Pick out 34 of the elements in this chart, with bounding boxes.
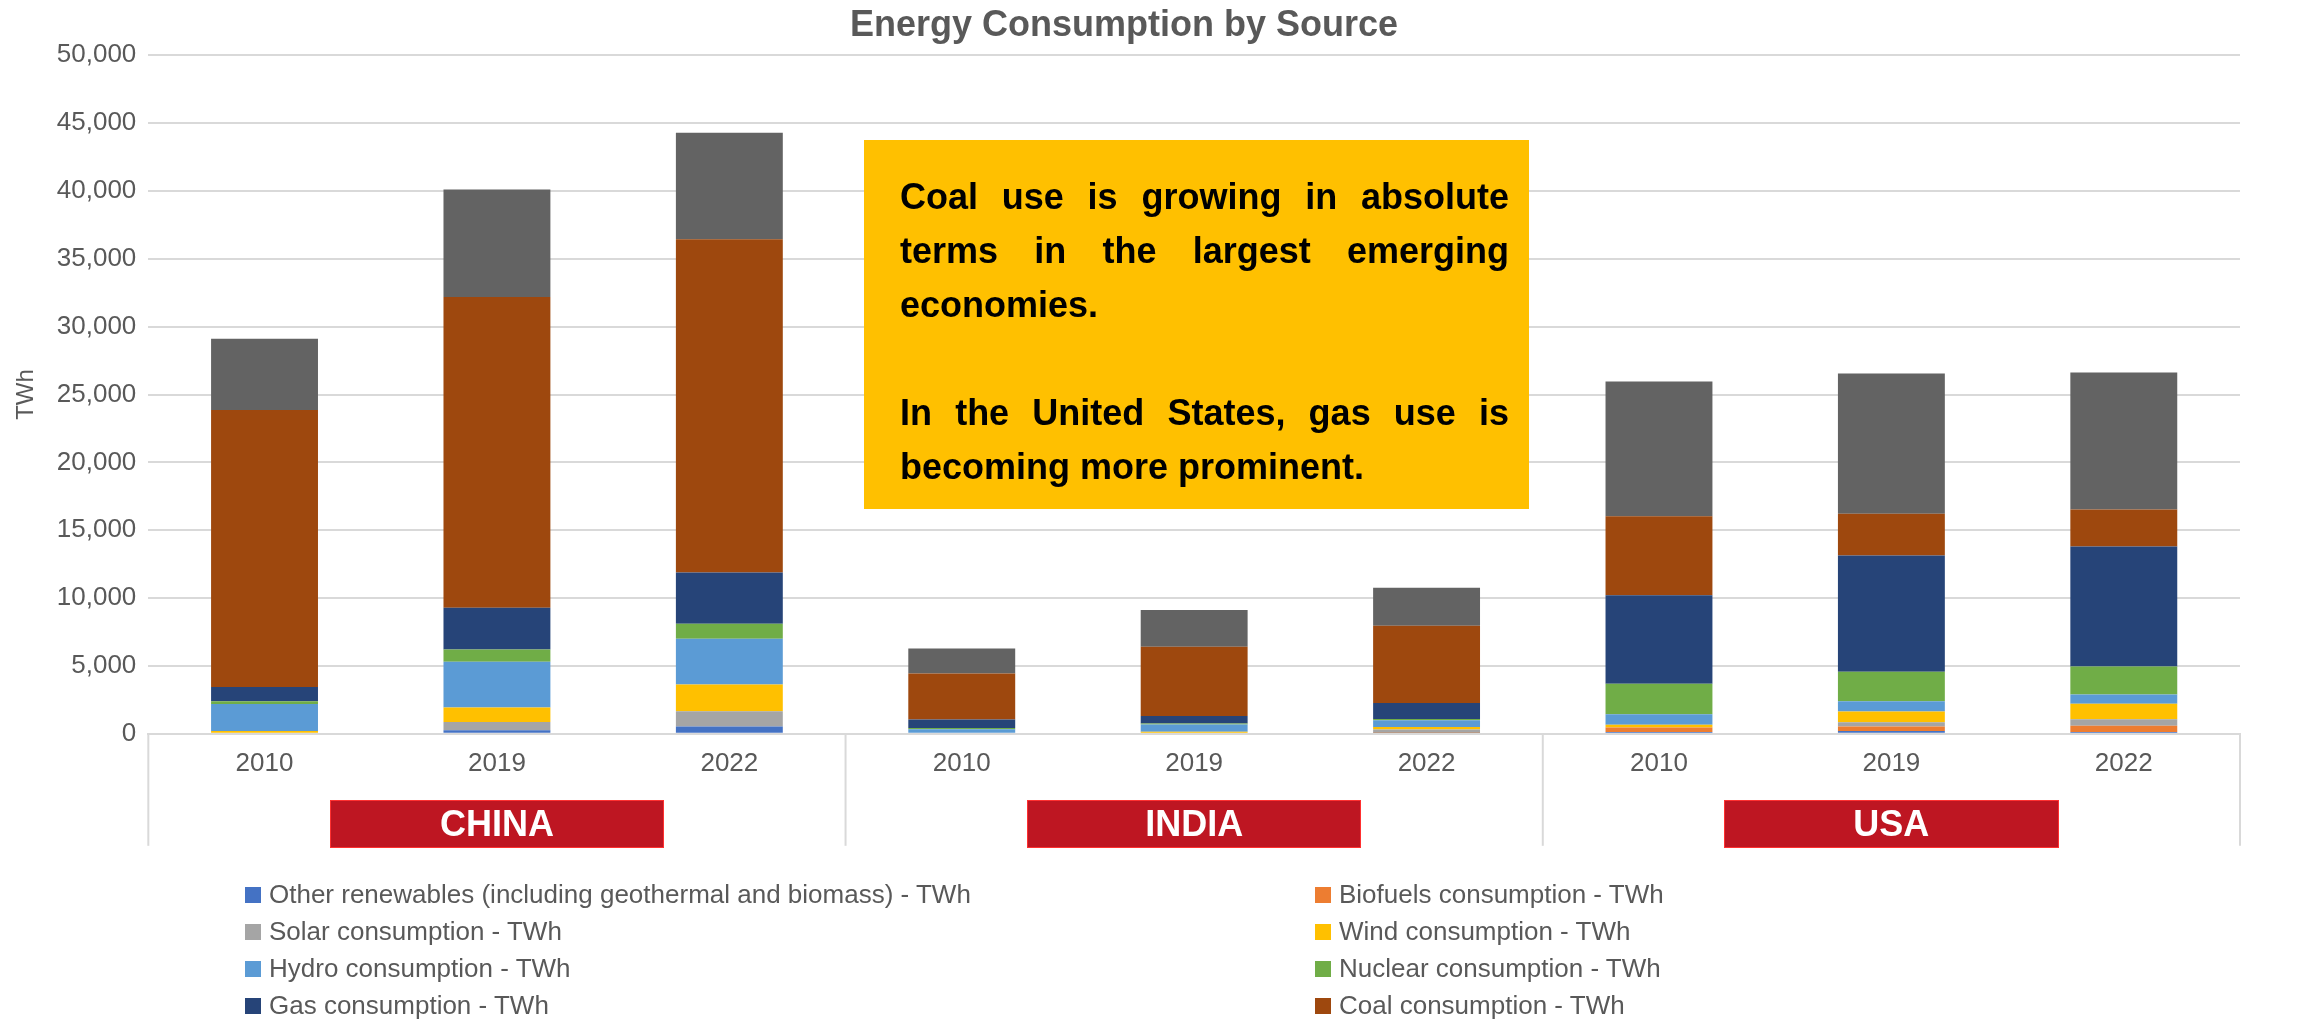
x-tick-label: 2022 — [2094, 746, 2153, 777]
legend-label: Wind consumption - TWh — [1339, 916, 1631, 947]
y-tick-label: 35,000 — [56, 241, 137, 272]
y-tick-label: 25,000 — [56, 377, 137, 408]
y-tick-label: 50,000 — [56, 38, 137, 69]
y-axis-title: TWh — [11, 369, 39, 420]
legend-label: Coal consumption - TWh — [1339, 990, 1625, 1021]
x-tick-label: 2019 — [468, 746, 526, 777]
text: INDIA — [1026, 799, 1362, 848]
legend-label: Biofuels consumption - TWh — [1339, 879, 1664, 910]
x-tick-label: 2022 — [700, 746, 759, 777]
legend-label: Other renewables (including geothermal and biomass) - TWh — [269, 879, 971, 910]
y-tick-label: 0 — [121, 716, 137, 747]
y-tick-label: 30,000 — [56, 309, 137, 340]
legend-label: Nuclear consumption - TWh — [1339, 953, 1661, 984]
x-tick-label: 2010 — [1630, 746, 1688, 777]
text: CHINA — [329, 799, 665, 848]
y-tick-label: 10,000 — [56, 581, 137, 612]
y-tick-label: 45,000 — [56, 106, 137, 137]
text: Coal use is growing in absolute terms in the largest emerging economies. In the United States, gas use is becoming more prominent. — [900, 176, 1509, 487]
x-tick-label: 2022 — [1397, 746, 1456, 777]
y-tick-label: 5,000 — [71, 649, 137, 680]
x-tick-label: 2010 — [235, 746, 294, 777]
chart-title: Energy Consumption by Source — [849, 2, 1399, 44]
y-tick-label: 15,000 — [56, 513, 137, 544]
y-tick-label: 20,000 — [56, 445, 137, 476]
legend-label: Gas consumption - TWh — [269, 990, 549, 1021]
legend-label: Hydro consumption - TWh — [269, 953, 571, 984]
x-tick-label: 2010 — [932, 746, 991, 777]
legend-label: Solar consumption - TWh — [269, 916, 562, 947]
y-tick-label: 40,000 — [56, 174, 137, 205]
x-tick-label: 2019 — [1862, 746, 1921, 777]
text: USA — [1724, 799, 2059, 848]
x-tick-label: 2019 — [1165, 746, 1224, 777]
